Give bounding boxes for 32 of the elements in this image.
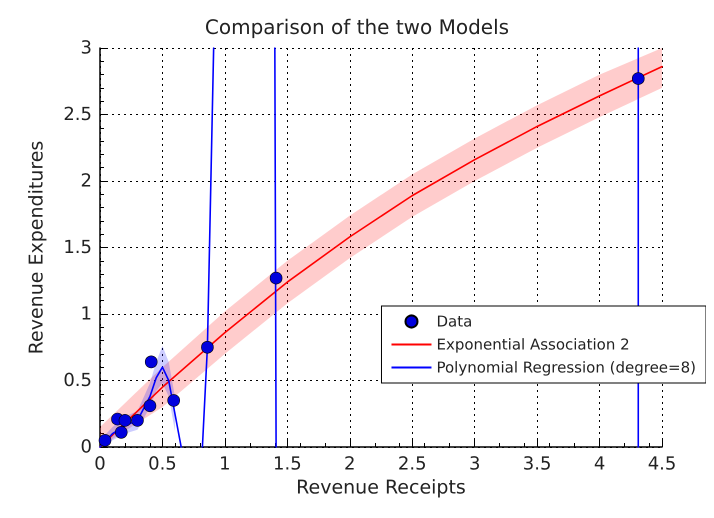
point <box>201 340 214 354</box>
y-tick-label: 2 <box>80 170 92 192</box>
y-tick-label: 0 <box>80 436 92 458</box>
point <box>632 72 645 85</box>
x-tick-label: 4.5 <box>648 454 676 474</box>
chart-title: Comparison of the two Models <box>204 15 510 39</box>
x-tick-label: 2.5 <box>398 454 427 474</box>
x-tick-label: 0 <box>94 454 106 474</box>
x-axis-title: Revenue Receipts <box>296 476 466 498</box>
x-tick-label: 3.5 <box>522 454 552 474</box>
x-tick-label: 0.5 <box>148 454 177 474</box>
y-axis-title: Revenue Expenditures <box>26 140 48 354</box>
y-tick-label: 1 <box>80 304 92 324</box>
legend-label: Exponential Association 2 <box>436 336 630 354</box>
x-tick-label: 1 <box>219 454 231 474</box>
y-tick-label: 0.5 <box>63 370 92 391</box>
legend-label: Data <box>436 312 472 330</box>
point <box>131 414 144 427</box>
point <box>114 426 128 439</box>
y-tick-label: 1.5 <box>63 237 92 258</box>
x-tick-label: 4 <box>594 454 606 474</box>
point <box>144 399 156 412</box>
x-tick-label: 1.5 <box>273 454 302 474</box>
point <box>144 356 158 368</box>
y-tick-label: 3 <box>80 38 92 58</box>
x-tick-label: 2 <box>344 454 356 474</box>
x-tick-label: 3 <box>468 454 480 474</box>
legend-label: Polynomial Regression (degree=8) <box>436 358 696 376</box>
point <box>118 414 132 427</box>
point <box>167 394 180 407</box>
y-tick-label: 2.5 <box>63 104 92 125</box>
point <box>270 272 282 284</box>
